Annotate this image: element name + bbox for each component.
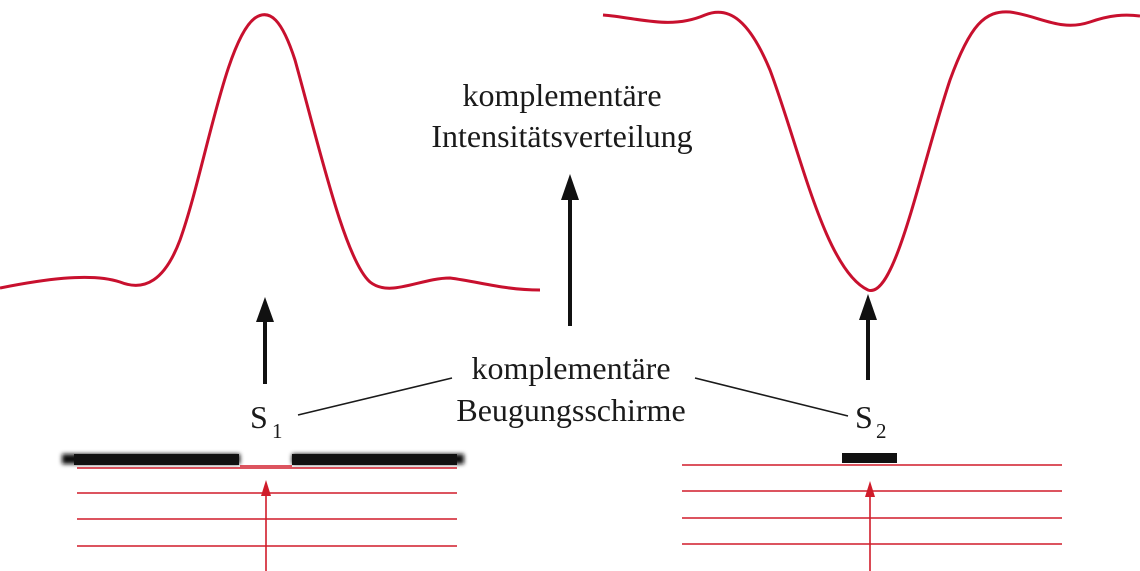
label-mid-line1: komplementäre [471, 350, 670, 386]
arrow-center [561, 174, 579, 326]
arrow-left [256, 297, 274, 384]
incident-arrowhead-left [261, 480, 271, 496]
label-mid-line2: Beugungsschirme [456, 392, 685, 428]
screen-s1 [62, 454, 464, 465]
screen-s2 [842, 453, 897, 463]
incident-arrowhead-right [865, 481, 875, 497]
label-s1: S [250, 399, 268, 435]
label-top-line1: komplementäre [462, 77, 661, 113]
label-top-line2: Intensitätsverteilung [431, 118, 692, 154]
intensity-curve-left [0, 13, 541, 292]
label-s2: S [855, 399, 873, 435]
arrow-right [859, 294, 877, 380]
intensity-curve-right [602, 10, 1140, 292]
wave-lines-left [77, 467, 457, 547]
connector-s2 [694, 377, 849, 417]
wave-lines-right [682, 464, 1062, 545]
connector-s1 [297, 377, 453, 416]
label-s2-sub: 2 [876, 419, 887, 443]
label-s1-sub: 1 [272, 419, 283, 443]
